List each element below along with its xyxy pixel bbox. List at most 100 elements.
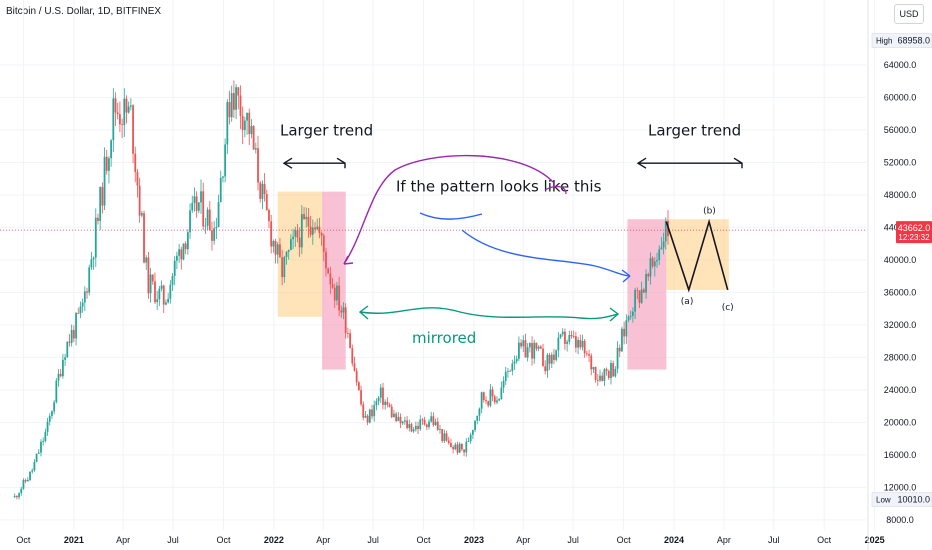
y-tick-label: 52000.0 [884,157,917,167]
green-arrow-head-right [609,307,620,322]
low-marker-value: 10010.0 [897,495,930,505]
candle-down [548,354,551,364]
candle-up [103,156,106,206]
candle-up [526,347,529,358]
candle-up [511,363,514,372]
candle-up [287,249,290,252]
candle-up [555,350,558,360]
candle-up [465,441,468,453]
candle-up [160,285,163,289]
candle-down [399,416,402,424]
candle-up [467,441,470,442]
candle-up [653,261,656,267]
candle-up [368,409,371,423]
candle-down [180,249,183,260]
candle-down [24,480,27,482]
candle-down [421,419,424,421]
candle-down [452,446,455,450]
candle-up [46,421,49,432]
candle-up [200,191,202,203]
candle-up [22,480,25,489]
candle-up [171,275,174,285]
candle-up [557,337,560,351]
candle-up [373,405,376,417]
candle-down [417,425,419,430]
last-price-badge [896,221,932,244]
candle-down [138,185,141,216]
candle-up [62,359,64,377]
candle-up [29,471,31,480]
candle-down [382,387,384,405]
candle-up [568,334,571,342]
candle-down [134,153,137,173]
candle-down [322,235,325,252]
candle-up [660,247,663,250]
currency-button[interactable]: USD [894,4,924,24]
candle-up [145,257,148,263]
candle-up [627,316,630,321]
candle-down [362,404,365,418]
candle-up [625,320,628,337]
candle-down [482,392,485,400]
candle-up [292,236,294,240]
candle-down [270,221,273,247]
candle-up [500,387,503,399]
candle-up [92,257,95,260]
candle-down [524,340,527,358]
candle-up [377,397,380,402]
candle-up [621,328,623,352]
candle-up [592,367,595,370]
candle-up [149,274,152,294]
candle-down [564,331,566,344]
candle-up [173,260,176,276]
candle-down [491,389,494,397]
x-tick-label: Oct [417,535,432,545]
candle-up [182,243,185,260]
candle-down [119,114,121,125]
candle-down [314,227,316,230]
candle-down [596,379,599,381]
candle-down [445,433,448,441]
y-tick-label: 56000.0 [884,125,917,135]
candle-down [143,213,145,263]
high-marker-value: 68958.0 [897,36,930,46]
candle-down [307,216,310,227]
candle-down [101,187,104,206]
candle-up [224,144,227,177]
candle-down [450,443,452,447]
candle-up [419,419,422,430]
candle-up [20,488,23,494]
candle-up [401,421,404,424]
candle-up [454,444,457,450]
candle-down [132,105,134,154]
candle-up [246,112,248,121]
green-arrow-head-left [358,305,369,320]
candle-up [156,299,159,303]
candle-up [42,440,45,442]
x-tick-label: Apr [516,535,530,545]
candle-up [250,126,253,135]
candle-up [51,411,53,416]
candle-up [561,331,564,335]
candle-up [44,431,47,441]
candle-up [57,373,60,381]
candle-up [498,398,501,401]
candle-up [610,363,612,379]
candle-up [428,421,430,428]
candle-up [515,358,518,362]
candle-up [40,441,42,453]
candle-down [570,334,573,337]
last-price-label: 43662.0 [898,223,931,233]
candle-down [298,237,301,248]
candle-down [544,366,547,372]
x-tick-label: Jul [167,535,179,545]
candle-up [474,420,476,430]
candle-down [353,363,356,371]
pattern-text-label: If the pattern looks like this [396,178,602,196]
candle-down [86,291,88,293]
candle-up [193,196,196,203]
candle-up [283,256,286,278]
high-marker-label: High [876,37,892,46]
